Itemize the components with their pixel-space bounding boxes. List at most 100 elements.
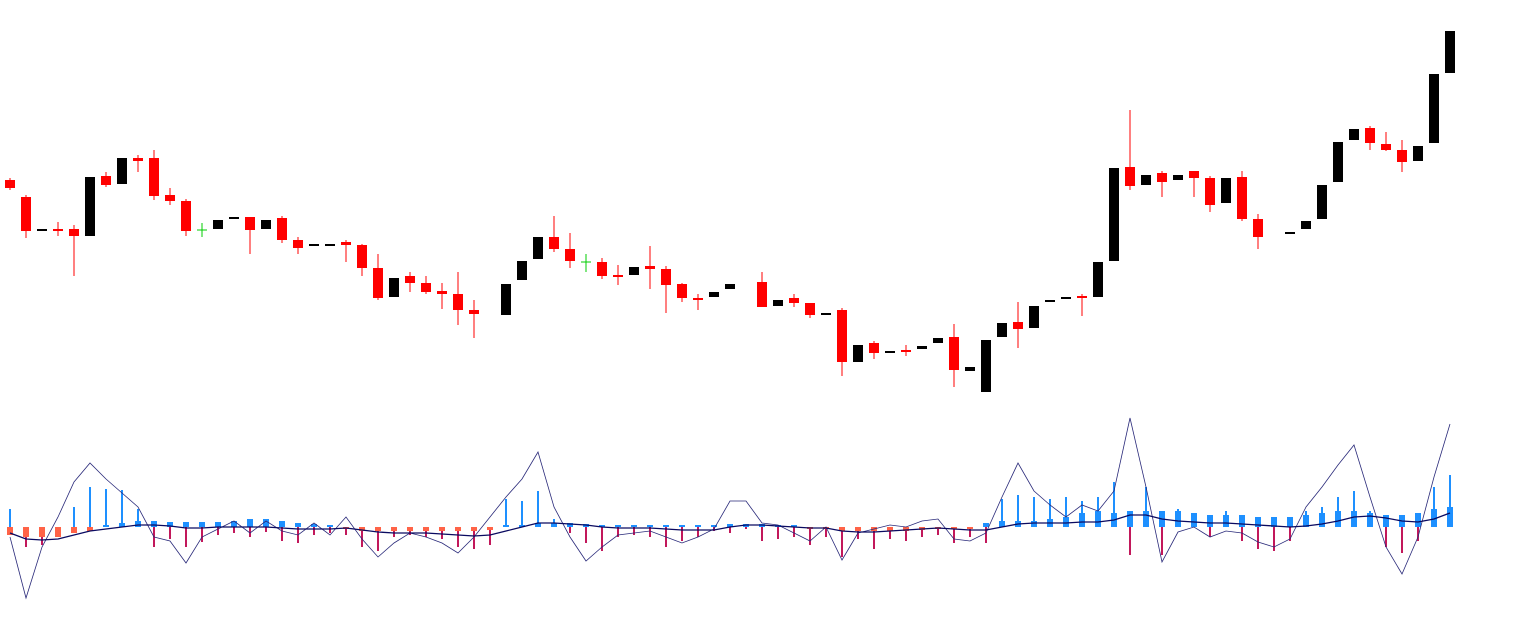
histogram-bar: [489, 527, 491, 545]
candle-body: [1381, 144, 1391, 150]
candle-body: [437, 291, 447, 294]
histogram-bar: [295, 523, 301, 527]
candle-body: [725, 284, 735, 289]
histogram-bar: [9, 509, 11, 527]
histogram-bar: [585, 527, 587, 543]
histogram-bar: [423, 527, 429, 531]
histogram-bar: [217, 527, 219, 535]
histogram-bar: [393, 527, 395, 537]
candle-body: [293, 240, 303, 248]
histogram-bar: [1319, 513, 1325, 527]
histogram-bar: [361, 527, 363, 547]
candle-body: [549, 237, 559, 249]
histogram-bar: [1287, 517, 1293, 527]
candle-body: [21, 197, 31, 231]
histogram-bar: [1335, 511, 1341, 527]
histogram-bar: [215, 522, 221, 527]
candle-body: [1333, 142, 1343, 182]
histogram-bar: [887, 527, 893, 531]
candle-body: [1093, 262, 1103, 297]
histogram-bar: [1273, 527, 1275, 551]
histogram-bar: [73, 507, 75, 527]
histogram-bar: [1241, 527, 1243, 541]
candle-body: [405, 276, 415, 283]
histogram-bar: [1303, 515, 1309, 527]
histogram-bar: [425, 527, 427, 537]
histogram-bar: [375, 527, 381, 531]
histogram-bar: [1383, 515, 1389, 527]
candle-body: [517, 261, 527, 280]
histogram-bar: [279, 521, 285, 527]
histogram-bar: [263, 519, 269, 527]
histogram-bar: [71, 527, 77, 533]
candle-body: [165, 195, 175, 201]
histogram-bar: [679, 525, 685, 527]
histogram-bar: [695, 525, 701, 527]
histogram-bar: [471, 527, 477, 531]
histogram-bar: [201, 527, 203, 542]
candle-body: [1141, 175, 1151, 185]
histogram-bar: [519, 525, 525, 527]
indicator-line: [9, 417, 1451, 600]
candle-body: [837, 310, 847, 362]
candle-body: [1173, 175, 1183, 180]
candle-body: [53, 229, 63, 231]
histogram-bar: [745, 527, 747, 529]
histogram-bar: [1191, 513, 1197, 527]
histogram-bar: [921, 527, 923, 537]
histogram-bar: [169, 527, 171, 539]
candle-body: [629, 267, 639, 275]
histogram-bar: [1049, 499, 1051, 527]
histogram-bar: [103, 525, 109, 527]
histogram-bar: [247, 519, 253, 527]
histogram-bar: [855, 527, 861, 531]
candle-body: [85, 177, 95, 236]
histogram-bar: [457, 527, 459, 547]
histogram-bar: [391, 527, 397, 531]
histogram-bar: [711, 525, 717, 527]
histogram-bar: [1257, 527, 1259, 549]
histogram-bar: [985, 527, 987, 543]
candle-body: [1237, 177, 1247, 219]
histogram-bar: [505, 499, 507, 527]
candle-body: [277, 218, 287, 240]
histogram-bar: [681, 527, 683, 541]
histogram-bar: [1127, 511, 1133, 527]
histogram-bar: [183, 522, 189, 527]
candle-body: [133, 158, 143, 161]
histogram-bar: [1367, 513, 1373, 527]
histogram-bar: [1271, 517, 1277, 527]
candle-body: [1125, 167, 1135, 186]
histogram-bar: [377, 527, 379, 551]
histogram-bar: [1129, 527, 1131, 555]
histogram-bar: [521, 501, 523, 527]
candle-body: [501, 284, 511, 315]
histogram-bar: [55, 527, 61, 537]
histogram-bar: [729, 527, 731, 533]
histogram-bar: [1353, 491, 1355, 527]
histogram-bar: [649, 527, 651, 537]
candle-body: [1317, 185, 1327, 219]
candle-body: [981, 340, 991, 392]
histogram-bar: [761, 527, 763, 541]
histogram-bar: [487, 527, 493, 530]
candle-body: [325, 244, 335, 246]
candle-body: [1285, 232, 1295, 234]
candle-body: [853, 345, 863, 362]
candle-body: [389, 278, 399, 297]
histogram-bar: [697, 527, 699, 537]
candle-body: [1253, 219, 1263, 237]
histogram-bar: [1255, 517, 1261, 527]
candle-body: [357, 245, 367, 268]
indicator-line: [9, 512, 1451, 541]
histogram-bar: [1207, 515, 1213, 527]
histogram-bar: [937, 527, 939, 535]
histogram-bar: [167, 522, 173, 527]
histogram-bar: [23, 527, 29, 537]
histogram-bar: [249, 527, 251, 537]
histogram-bar: [455, 527, 461, 531]
candle-body: [645, 266, 655, 269]
histogram-bar: [1433, 487, 1435, 527]
candle-body: [421, 283, 431, 292]
candle-body: [245, 217, 255, 230]
